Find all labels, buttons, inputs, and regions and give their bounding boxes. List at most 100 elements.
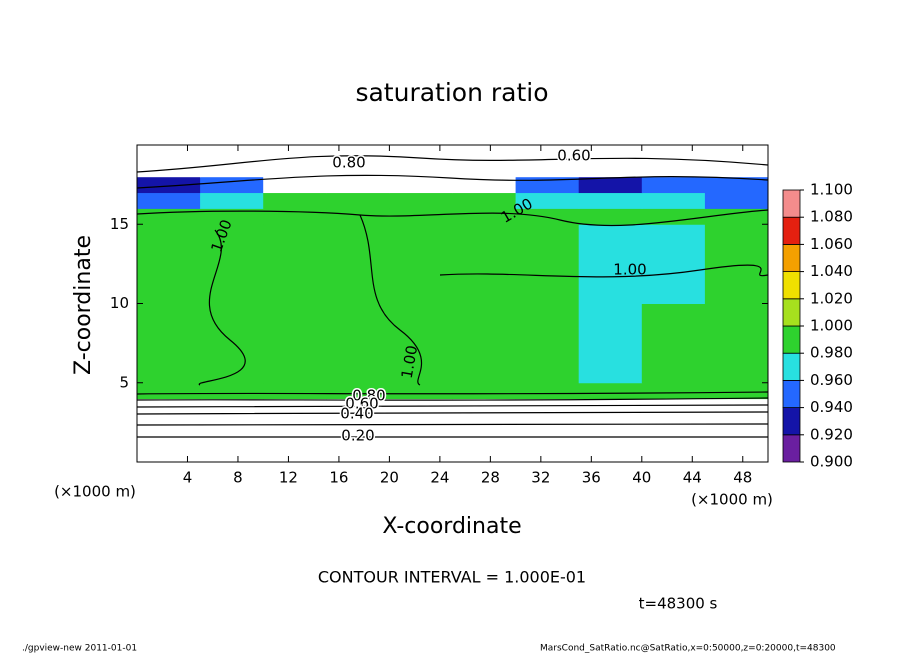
cell <box>137 192 201 209</box>
cell <box>704 208 769 225</box>
cell <box>578 224 643 304</box>
colorbar-box <box>782 298 801 327</box>
colorbar-label: 0.980 <box>810 344 853 362</box>
cell <box>578 145 643 178</box>
colorbar-label: 0.940 <box>810 398 853 416</box>
cell <box>641 208 706 225</box>
cell <box>452 303 517 384</box>
colorbar-box <box>782 407 801 436</box>
cell <box>389 382 453 400</box>
cell <box>263 382 327 400</box>
cell <box>326 208 390 225</box>
cell <box>200 430 264 463</box>
contour-label: 0.60 <box>345 395 378 413</box>
x-tick-label: 36 <box>582 469 601 487</box>
cell <box>263 430 327 463</box>
cell <box>263 145 327 178</box>
cell <box>263 398 327 431</box>
cell <box>452 145 517 178</box>
colorbar-box <box>782 189 801 218</box>
colorbar-label: 0.900 <box>810 453 853 471</box>
colorbar-label: 1.060 <box>810 235 853 253</box>
colorbar-box <box>782 352 801 381</box>
colorbar-label: 1.020 <box>810 289 853 307</box>
cell <box>515 303 580 384</box>
cell <box>452 382 517 400</box>
colorbar-box <box>782 243 801 272</box>
cell <box>641 303 706 384</box>
field <box>137 145 769 463</box>
cell <box>704 303 769 384</box>
cell <box>389 398 453 431</box>
cell <box>578 176 643 194</box>
cell <box>137 208 201 225</box>
cell <box>137 382 201 400</box>
contour-label: 0.20 <box>341 427 374 445</box>
x-tick-label: 8 <box>233 469 243 487</box>
cell <box>326 430 390 463</box>
contour-label: 0.80 <box>332 154 365 172</box>
colorbar-label: 0.920 <box>810 425 853 443</box>
cell <box>137 303 201 384</box>
footer-right: MarsCond_SatRatio.nc@SatRatio,x=0:50000,… <box>540 644 836 654</box>
x-unit: (×1000 m) <box>691 491 773 509</box>
colorbar-box <box>782 271 801 300</box>
cell <box>515 430 580 463</box>
x-tick-label: 12 <box>279 469 298 487</box>
cell <box>515 145 580 178</box>
cell <box>641 398 706 431</box>
cell <box>137 398 201 431</box>
x-tick-label: 16 <box>329 469 348 487</box>
cell <box>263 176 327 194</box>
cell <box>641 176 706 194</box>
y-tick-label: 5 <box>119 373 129 391</box>
cell <box>452 430 517 463</box>
cell <box>704 382 769 400</box>
cell <box>263 224 327 304</box>
cell <box>389 208 453 225</box>
x-tick-label: 32 <box>531 469 550 487</box>
colorbar-label: 1.000 <box>810 317 853 335</box>
cell <box>578 192 643 209</box>
cell <box>515 224 580 304</box>
cell <box>389 224 453 304</box>
cell <box>263 192 327 209</box>
x-tick-label: 20 <box>380 469 399 487</box>
colorbar-label: 1.100 <box>810 181 853 199</box>
cell <box>704 176 769 194</box>
time-label: t=48300 s <box>639 595 718 613</box>
cell <box>578 398 643 431</box>
cell <box>515 382 580 400</box>
y-tick-label: 10 <box>110 294 129 312</box>
colorbar-box <box>782 434 801 463</box>
colorbar-box <box>782 325 801 354</box>
cell <box>704 192 769 209</box>
cell <box>326 192 390 209</box>
cell <box>389 176 453 194</box>
cell <box>200 176 264 194</box>
cell <box>578 382 643 400</box>
footer-left: ./gpview-new 2011-01-01 <box>22 644 137 654</box>
colorbar-box <box>782 379 801 408</box>
cell <box>200 224 264 304</box>
contour-label: 0.60 <box>557 147 590 165</box>
cell <box>326 382 390 400</box>
x-tick-label: 40 <box>632 469 651 487</box>
chart-title: saturation ratio <box>355 78 548 107</box>
y-unit: (×1000 m) <box>54 483 136 501</box>
cell <box>515 398 580 431</box>
cell <box>704 224 769 304</box>
colorbar-label: 1.080 <box>810 208 853 226</box>
cell <box>452 224 517 304</box>
cell <box>200 303 264 384</box>
cell <box>389 430 453 463</box>
cell <box>389 145 453 178</box>
cell <box>641 430 706 463</box>
cell <box>200 208 264 225</box>
cell <box>389 192 453 209</box>
colorbar-label: 0.960 <box>810 371 853 389</box>
x-tick-label: 48 <box>733 469 752 487</box>
cell <box>326 145 390 178</box>
cell <box>137 176 201 194</box>
